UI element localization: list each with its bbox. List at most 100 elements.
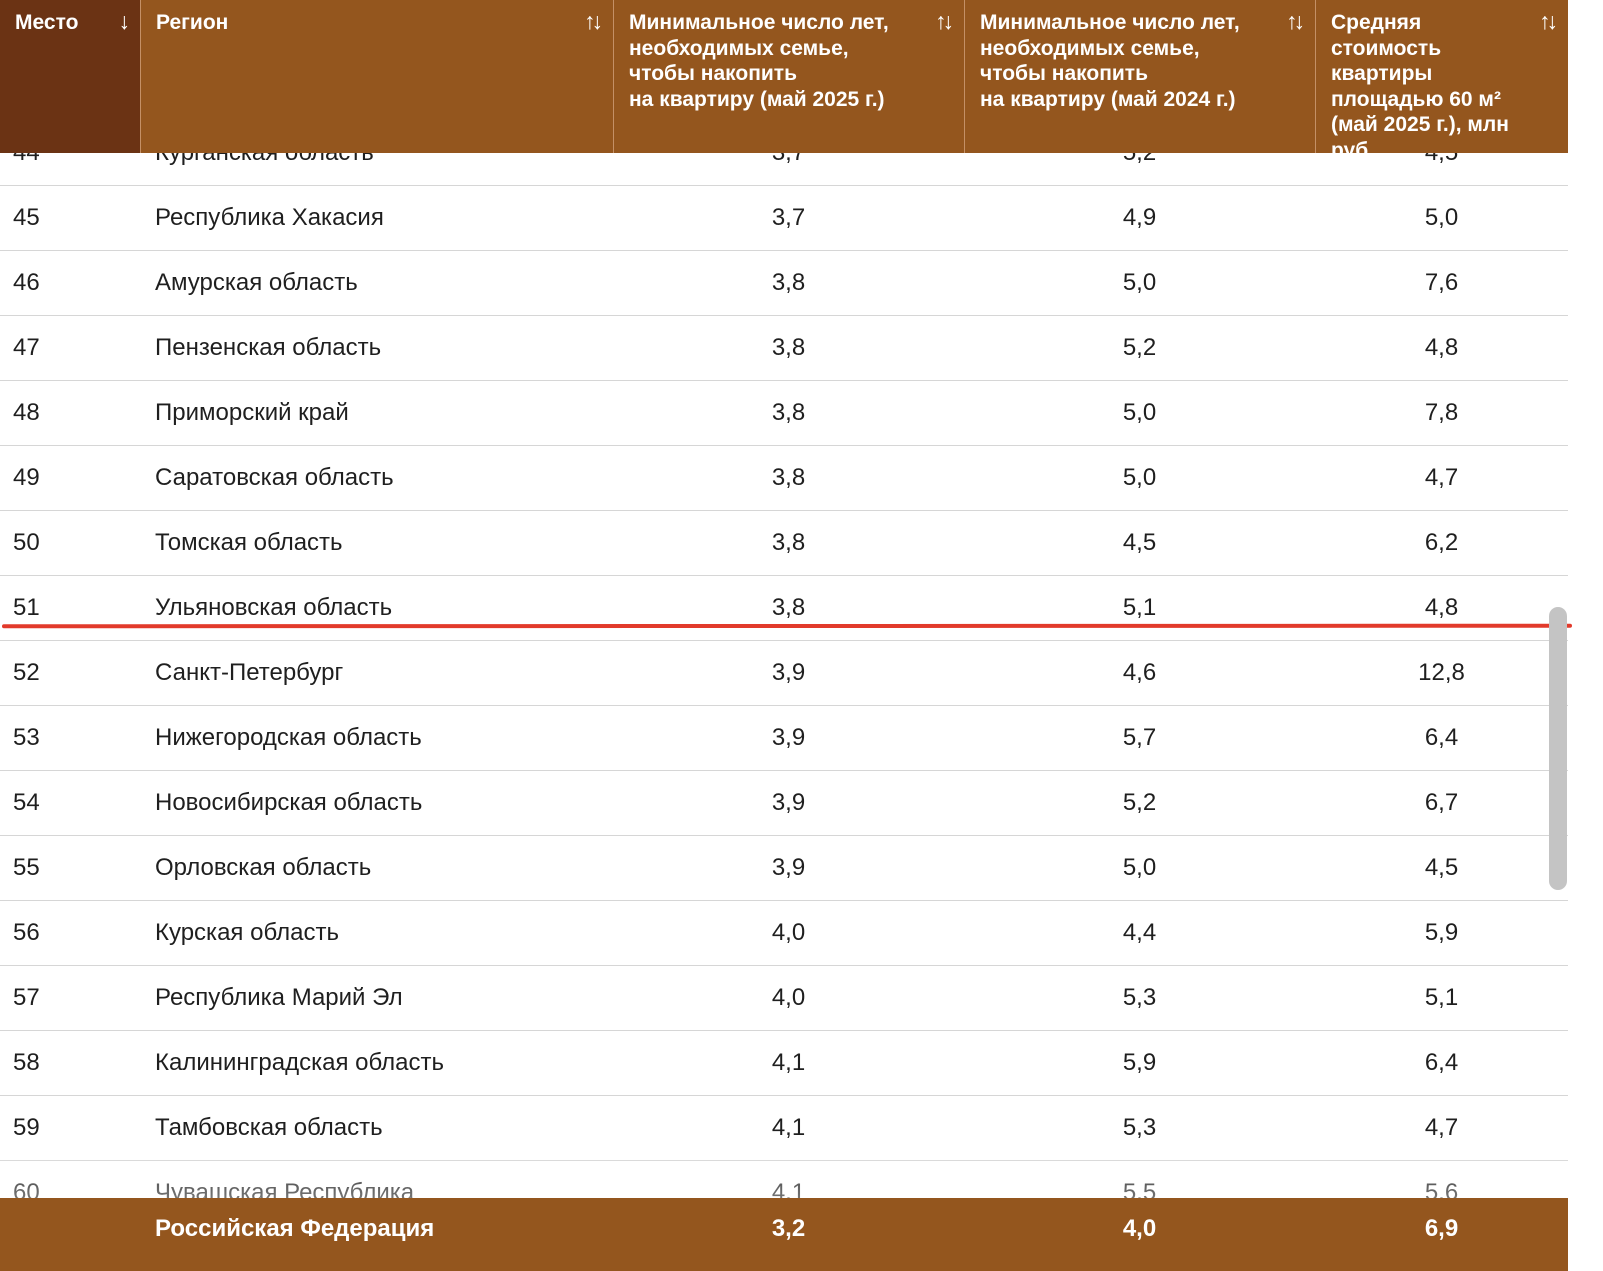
red-annotation-line xyxy=(1,623,1573,629)
years-2025-cell: 3,9 xyxy=(771,724,806,751)
price-cell: 4,7 xyxy=(1424,1114,1459,1141)
years-2024-cell: 5,1 xyxy=(1122,594,1157,621)
table-row: 45 Республика Хакасия 3,7 4,9 5,0 xyxy=(0,186,1568,251)
years-2024-cell: 5,3 xyxy=(1122,1114,1157,1141)
sort-descending-icon[interactable]: ↓ xyxy=(118,8,130,34)
years-2024-cell: 5,0 xyxy=(1122,464,1157,491)
price-cell: 4,8 xyxy=(1424,334,1459,361)
column-header-years-2025[interactable]: Минимальное число лет, необходимых семье… xyxy=(613,0,964,153)
years-2025-cell: 4,1 xyxy=(771,1114,806,1141)
footer-price-cell: 6,9 xyxy=(1424,1215,1459,1242)
price-cell: 5,0 xyxy=(1424,204,1459,231)
years-2024-cell: 5,2 xyxy=(1122,334,1157,361)
ranking-table: Место ↓ Регион ↑↓ Минимальное число лет,… xyxy=(0,0,1568,1271)
column-header-region[interactable]: Регион ↑↓ xyxy=(140,0,613,153)
price-cell: 5,1 xyxy=(1424,984,1459,1011)
region-cell: Калининградская область xyxy=(155,1049,445,1076)
sort-toggle-icon[interactable]: ↑↓ xyxy=(584,8,603,34)
table-row: 47 Пензенская область 3,8 5,2 4,8 xyxy=(0,316,1568,381)
rank-cell: 46 xyxy=(13,269,40,296)
years-2024-cell: 5,0 xyxy=(1122,854,1157,881)
rank-cell: 55 xyxy=(13,854,40,881)
years-2024-cell: 4,4 xyxy=(1122,919,1157,946)
table-footer-total-row: Российская Федерация 3,2 4,0 6,9 xyxy=(0,1198,1568,1271)
table-row: 57 Республика Марий Эл 4,0 5,3 5,1 xyxy=(0,966,1568,1031)
rank-cell: 45 xyxy=(13,204,40,231)
price-cell: 12,8 xyxy=(1418,659,1465,686)
column-header-years-2024[interactable]: Минимальное число лет, необходимых семье… xyxy=(964,0,1315,153)
table-row: 50 Томская область 3,8 4,5 6,2 xyxy=(0,511,1568,576)
region-cell: Орловская область xyxy=(155,854,372,881)
footer-years-2024-cell: 4,0 xyxy=(1122,1215,1157,1242)
sort-toggle-icon[interactable]: ↑↓ xyxy=(1286,8,1305,34)
years-2025-cell: 3,9 xyxy=(771,659,806,686)
region-cell: Курская область xyxy=(155,919,339,946)
price-cell: 4,8 xyxy=(1424,594,1459,621)
years-2025-cell: 3,7 xyxy=(771,204,806,231)
rank-cell: 59 xyxy=(13,1114,40,1141)
years-2024-cell: 5,0 xyxy=(1122,399,1157,426)
table-row: 55 Орловская область 3,9 5,0 4,5 xyxy=(0,836,1568,901)
sort-toggle-icon[interactable]: ↑↓ xyxy=(935,8,954,34)
region-cell: Приморский край xyxy=(155,399,349,426)
years-2025-cell: 3,9 xyxy=(771,854,806,881)
table-body[interactable]: 44Курганская область3,75,24,545Республик… xyxy=(0,121,1568,1226)
rank-cell: 51 xyxy=(13,594,40,621)
region-cell: Санкт-Петербург xyxy=(155,659,344,686)
table-row: 54 Новосибирская область 3,9 5,2 6,7 xyxy=(0,771,1568,836)
column-header-label: Минимальное число лет, необходимых семье… xyxy=(629,11,889,111)
column-header-price[interactable]: Средняя стоимость квартиры площадью 60 м… xyxy=(1315,0,1568,162)
region-cell: Пензенская область xyxy=(155,334,382,361)
region-cell: Саратовская область xyxy=(155,464,394,491)
years-2025-cell: 4,0 xyxy=(771,919,806,946)
years-2024-cell: 4,9 xyxy=(1122,204,1157,231)
years-2025-cell: 3,8 xyxy=(771,594,806,621)
column-header-label: Место xyxy=(15,11,79,34)
region-cell: Республика Марий Эл xyxy=(155,984,403,1011)
region-cell: Томская область xyxy=(155,529,343,556)
price-cell: 6,7 xyxy=(1424,789,1459,816)
years-2025-cell: 4,1 xyxy=(771,1049,806,1076)
years-2025-cell: 3,9 xyxy=(771,789,806,816)
rank-cell: 57 xyxy=(13,984,40,1011)
column-header-rank[interactable]: Место ↓ xyxy=(0,0,140,153)
column-header-label: Минимальное число лет, необходимых семье… xyxy=(980,11,1240,111)
years-2024-cell: 5,3 xyxy=(1122,984,1157,1011)
table-header: Место ↓ Регион ↑↓ Минимальное число лет,… xyxy=(0,0,1568,162)
years-2025-cell: 3,8 xyxy=(771,269,806,296)
scrollbar-track[interactable] xyxy=(1568,0,1603,1271)
table-row: 53 Нижегородская область 3,9 5,7 6,4 xyxy=(0,706,1568,771)
table-row: 49 Саратовская область 3,8 5,0 4,7 xyxy=(0,446,1568,511)
rank-cell: 54 xyxy=(13,789,40,816)
rank-cell: 53 xyxy=(13,724,40,751)
years-2025-cell: 3,8 xyxy=(771,399,806,426)
price-cell: 7,6 xyxy=(1424,269,1459,296)
rank-cell: 58 xyxy=(13,1049,40,1076)
years-2025-cell: 3,8 xyxy=(771,464,806,491)
column-header-label: Средняя стоимость квартиры площадью 60 м… xyxy=(1331,11,1509,162)
footer-years-2025-cell: 3,2 xyxy=(771,1215,806,1242)
table-row: 48 Приморский край 3,8 5,0 7,8 xyxy=(0,381,1568,446)
price-cell: 6,2 xyxy=(1424,529,1459,556)
footer-rank-cell xyxy=(0,1198,140,1271)
rank-cell: 49 xyxy=(13,464,40,491)
rank-cell: 50 xyxy=(13,529,40,556)
region-cell: Амурская область xyxy=(155,269,358,296)
years-2025-cell: 4,0 xyxy=(771,984,806,1011)
rank-cell: 56 xyxy=(13,919,40,946)
table-row: 51 Ульяновская область 3,8 5,1 4,8 xyxy=(0,576,1568,641)
years-2024-cell: 5,7 xyxy=(1122,724,1157,751)
price-cell: 4,5 xyxy=(1424,854,1459,881)
years-2024-cell: 4,6 xyxy=(1122,659,1157,686)
region-cell: Республика Хакасия xyxy=(155,204,384,231)
years-2024-cell: 5,9 xyxy=(1122,1049,1157,1076)
region-cell: Новосибирская область xyxy=(155,789,423,816)
years-2024-cell: 5,2 xyxy=(1122,789,1157,816)
table-row: 58 Калининградская область 4,1 5,9 6,4 xyxy=(0,1031,1568,1096)
scrollbar-thumb[interactable] xyxy=(1549,607,1567,890)
rank-cell: 47 xyxy=(13,334,40,361)
table-row: 56 Курская область 4,0 4,4 5,9 xyxy=(0,901,1568,966)
region-cell: Ульяновская область xyxy=(155,594,393,621)
sort-toggle-icon[interactable]: ↑↓ xyxy=(1539,8,1558,34)
region-cell: Тамбовская область xyxy=(155,1114,383,1141)
